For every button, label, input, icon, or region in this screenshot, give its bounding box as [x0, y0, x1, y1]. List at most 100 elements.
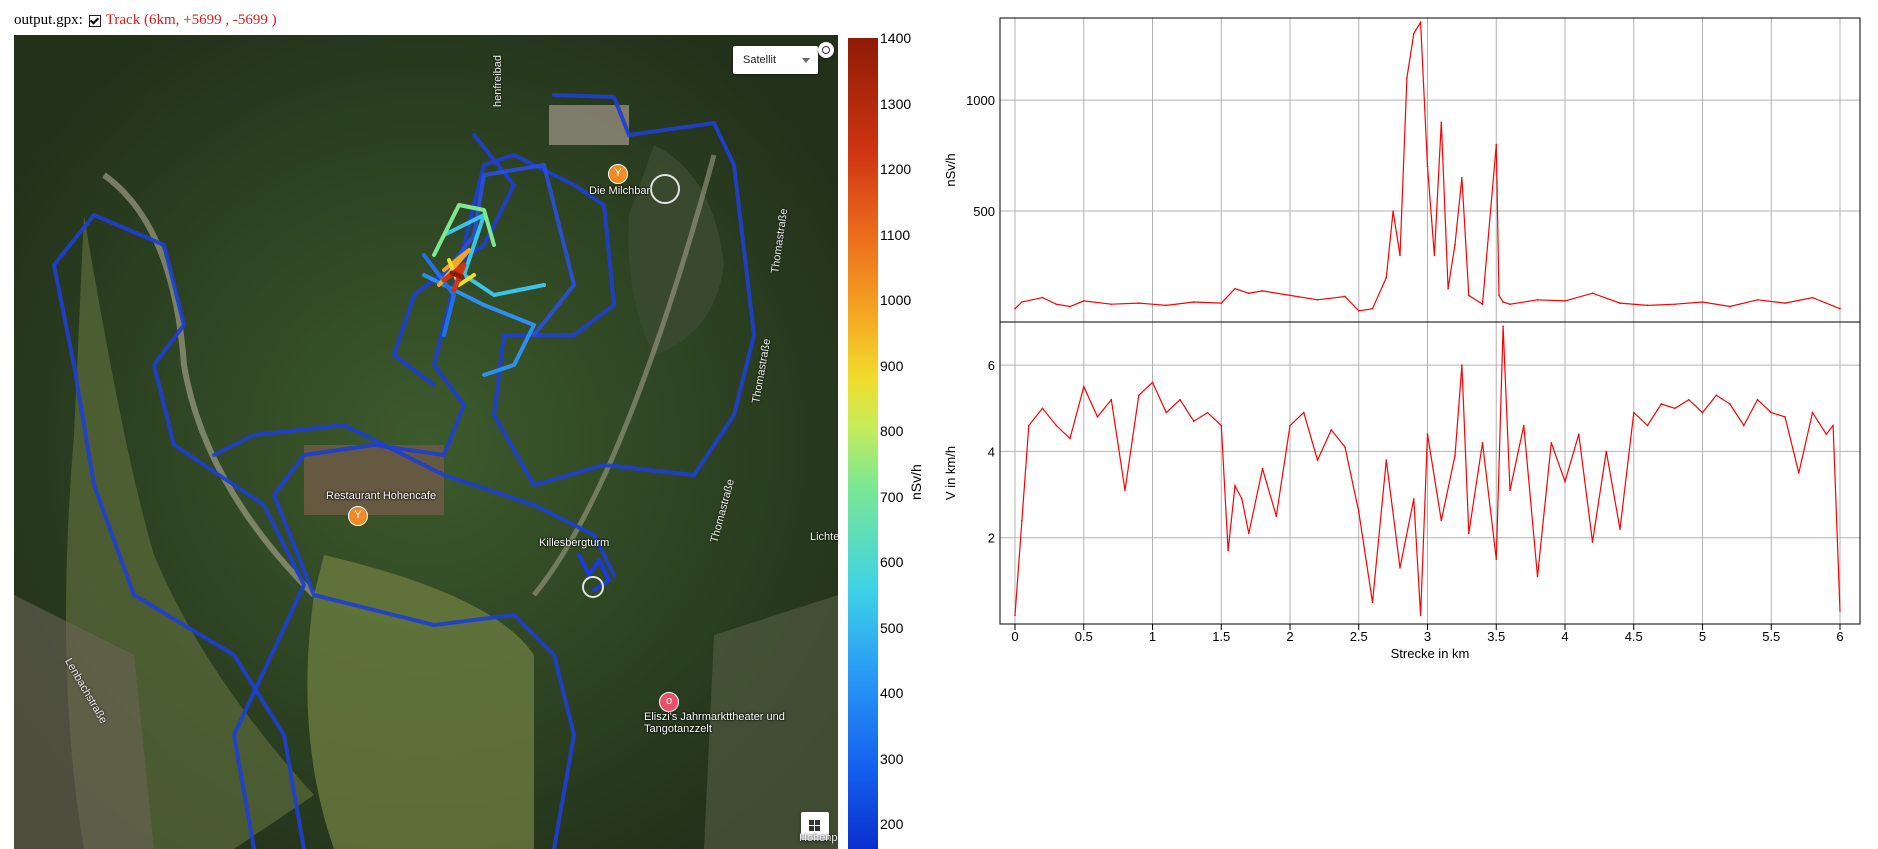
x-tick-label: 5.5: [1762, 629, 1780, 644]
bar-pin-icon[interactable]: Y: [608, 164, 628, 184]
data-point: [1344, 295, 1346, 298]
data-point: [1179, 398, 1181, 401]
data-point: [1756, 398, 1759, 401]
colorbar-tick-label: 700: [880, 488, 904, 505]
data-point: [1082, 385, 1085, 388]
x-tick-label: 6: [1836, 629, 1843, 644]
data-point: [1110, 398, 1113, 401]
colorbar-tick-label: 1000: [880, 292, 912, 308]
data-point: [1832, 424, 1834, 427]
track-label[interactable]: Track (6km, +5699 , -5699 ): [105, 12, 277, 28]
poi-tower[interactable]: Killesbergturm: [539, 537, 610, 549]
data-point: [1660, 403, 1663, 405]
data-point: [1646, 304, 1649, 307]
data-point: [1385, 276, 1388, 279]
data-point: [1021, 301, 1023, 303]
x-tick-label: 1.5: [1212, 629, 1230, 644]
track-header: output.gpx: Track (6km, +5699 , -5699 ): [14, 12, 277, 29]
data-point: [1371, 307, 1374, 310]
fullscreen-icon[interactable]: [818, 42, 834, 58]
y-tick-label: 1000: [966, 93, 995, 108]
data-point: [1495, 558, 1498, 561]
data-point: [1344, 446, 1346, 448]
theater-pin-icon[interactable]: o: [659, 692, 679, 712]
track-checkbox[interactable]: [88, 14, 101, 27]
restaurant-pin-icon[interactable]: Y: [348, 506, 368, 526]
caret-down-icon: [802, 58, 810, 63]
radiation-colorbar: [848, 38, 878, 849]
data-point: [1426, 433, 1429, 435]
data-point: [1591, 292, 1594, 294]
data-point: [1261, 467, 1264, 470]
data-point: [1564, 300, 1566, 302]
data-point: [1392, 210, 1394, 212]
data-point: [1206, 411, 1209, 414]
data-point: [1371, 601, 1374, 604]
data-point: [1811, 296, 1814, 299]
colorbar-tick-label: 600: [880, 554, 904, 570]
data-point: [1619, 528, 1621, 530]
data-point: [1447, 287, 1449, 290]
data-point: [1839, 610, 1841, 612]
colorbar-tick-label: 400: [880, 685, 904, 701]
data-point: [1096, 416, 1099, 418]
data-point: [1467, 294, 1470, 297]
data-point: [1481, 303, 1484, 306]
data-point: [1234, 485, 1236, 487]
data-point: [1454, 454, 1456, 457]
data-point: [1192, 420, 1195, 423]
poi-milchbar[interactable]: Die Milchbar: [589, 185, 651, 197]
data-point: [1275, 515, 1278, 517]
data-point: [1041, 296, 1044, 299]
data-point: [1550, 442, 1553, 444]
colorbar-tick-label: 1300: [880, 95, 912, 112]
x-tick-label: 0: [1011, 629, 1018, 644]
grid-icon[interactable]: [801, 812, 829, 840]
data-point: [1357, 511, 1360, 513]
street-lichte: Lichte: [810, 531, 838, 543]
map-type-select[interactable]: Satellit: [733, 46, 818, 74]
data-point: [1220, 424, 1223, 427]
data-point: [1357, 310, 1360, 312]
x-tick-label: 2: [1286, 629, 1293, 644]
y-tick-label: 4: [988, 444, 995, 459]
data-point: [1564, 480, 1566, 483]
x-tick-label: 4: [1561, 629, 1568, 644]
data-point: [1165, 304, 1168, 307]
poi-restaurant[interactable]: Restaurant Hohencafe: [326, 490, 437, 502]
file-label: output.gpx:: [14, 12, 83, 28]
data-point: [1241, 498, 1243, 500]
data-point: [1632, 411, 1635, 414]
data-point: [1192, 301, 1195, 303]
data-point: [1316, 459, 1319, 461]
data-point: [1770, 411, 1773, 414]
data-point: [1399, 254, 1401, 257]
data-point: [1756, 299, 1759, 301]
y-tick-label: 6: [988, 358, 995, 373]
x-tick-label: 1: [1149, 629, 1156, 644]
data-point: [1729, 305, 1731, 308]
x-tick-label: 3: [1424, 629, 1431, 644]
data-point: [1041, 407, 1044, 410]
data-point: [1110, 303, 1113, 306]
data-point: [1419, 21, 1422, 24]
data-point: [1399, 567, 1401, 569]
data-point: [1330, 429, 1333, 431]
poi-theater[interactable]: Eliszi's Jahrmarkttheater und Tangotanzz…: [644, 711, 785, 735]
data-point: [1715, 394, 1718, 397]
map-view[interactable]: Satellit Y Die Milchbar Restaurant Hohen…: [14, 35, 838, 849]
data-point: [1797, 472, 1800, 474]
data-point: [1227, 549, 1229, 552]
data-point: [1701, 411, 1704, 414]
data-point: [1302, 411, 1305, 414]
data-point: [1811, 411, 1814, 414]
data-point: [1502, 301, 1504, 303]
data-point: [1687, 398, 1690, 401]
colorbar-tick-label: 1400: [880, 30, 912, 46]
data-point: [1406, 77, 1408, 79]
data-point: [1674, 303, 1676, 306]
data-point: [1014, 307, 1016, 310]
data-point: [1502, 325, 1504, 328]
data-point: [1137, 302, 1140, 304]
data-point: [1454, 243, 1456, 246]
